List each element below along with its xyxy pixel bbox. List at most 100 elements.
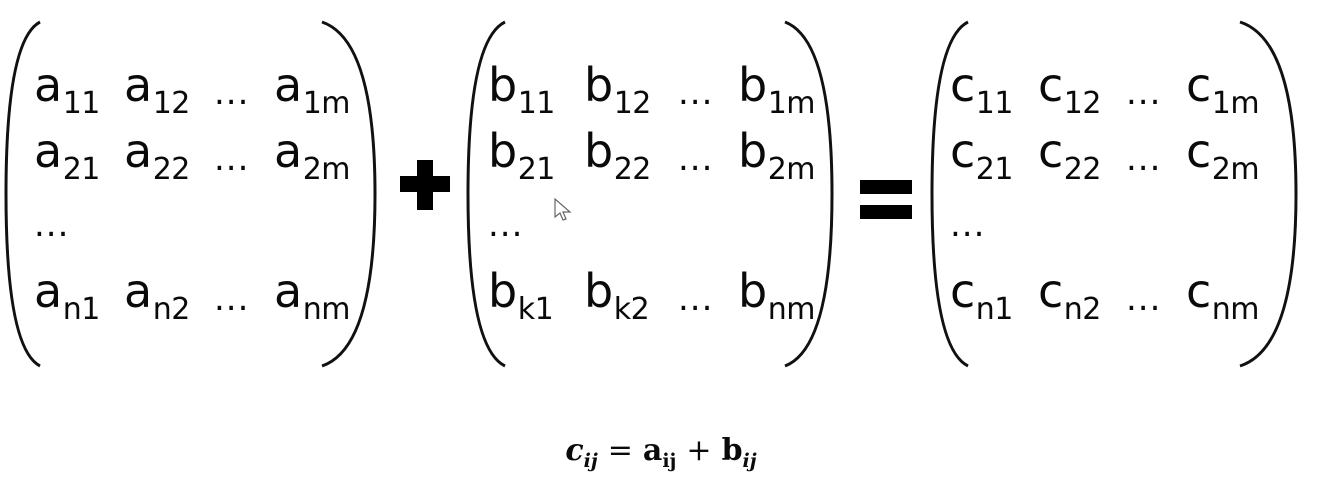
matrix-c-left-bracket — [930, 20, 969, 368]
matrix-a-ellipsis: ... — [214, 139, 250, 179]
matrix-b-ellipsis: ... — [488, 205, 524, 245]
cell-subscript: 21 — [62, 152, 101, 187]
cell-base: a — [274, 124, 302, 178]
matrix-b-left-bracket — [466, 20, 506, 368]
cell-base: c — [950, 264, 975, 318]
matrix-a-cell: an1 — [34, 268, 100, 325]
cell-subscript: nm — [1211, 292, 1260, 327]
formula-equals: = — [607, 433, 633, 468]
cell-subscript: 11 — [517, 86, 556, 121]
cell-base: c — [950, 124, 975, 178]
matrix-c-cell: c22 — [1038, 128, 1101, 185]
cell-subscript: k1 — [517, 292, 554, 327]
matrix-a-cell: a11 — [34, 62, 100, 119]
cell-subscript: 2m — [302, 152, 351, 187]
matrix-a-cell: a22 — [124, 128, 190, 185]
matrix-b-cell: b12 — [584, 62, 651, 119]
cell-base: a — [34, 58, 62, 112]
matrix-a-ellipsis: ... — [214, 279, 250, 319]
matrix-c-ellipsis: ... — [1126, 73, 1162, 113]
matrix-a-cell: anm — [274, 268, 350, 325]
element-wise-sum-formula: cij = aij + bij — [0, 433, 1322, 471]
matrix-c-cell: cn2 — [1038, 268, 1101, 325]
matrix-c-cell: cnm — [1186, 268, 1260, 325]
matrix-c-right-bracket — [1239, 20, 1298, 368]
cell-base: c — [1186, 58, 1211, 112]
cell-base: c — [1038, 264, 1063, 318]
matrix-b-cell: bk2 — [584, 268, 650, 325]
matrix-b-ellipsis: ... — [678, 139, 714, 179]
cell-subscript: 1m — [1211, 86, 1260, 121]
cell-subscript: 21 — [517, 152, 556, 187]
formula-b-base: b — [721, 433, 743, 468]
cell-base: a — [274, 58, 302, 112]
cell-subscript: 22 — [613, 152, 652, 187]
cell-subscript: 1m — [302, 86, 351, 121]
matrix-a-ellipsis: ... — [34, 205, 70, 245]
matrix-c-cell: c1m — [1186, 62, 1260, 119]
plus-sign-vertical — [417, 160, 433, 210]
cell-base: c — [1186, 124, 1211, 178]
cell-subscript: 22 — [1063, 152, 1102, 187]
cell-subscript: 2m — [767, 152, 816, 187]
matrix-c-cell: cn1 — [950, 268, 1013, 325]
cell-base: b — [488, 124, 517, 178]
matrix-c-cell: c12 — [1038, 62, 1101, 119]
cell-base: b — [738, 124, 767, 178]
cell-base: b — [738, 58, 767, 112]
matrix-b-cell: b21 — [488, 128, 555, 185]
matrix-c-cell: c2m — [1186, 128, 1260, 185]
cell-subscript: 12 — [1063, 86, 1102, 121]
cell-base: a — [124, 264, 152, 318]
matrix-b-cell: b1m — [738, 62, 816, 119]
cell-base: c — [1038, 124, 1063, 178]
matrix-c-cell: c11 — [950, 62, 1013, 119]
cell-subscript: 11 — [975, 86, 1014, 121]
matrix-b-ellipsis: ... — [678, 279, 714, 319]
formula-c-subscript: ij — [583, 450, 598, 472]
cell-subscript: 21 — [975, 152, 1014, 187]
equals-sign-bottom-bar — [860, 205, 912, 219]
matrix-a-cell: a1m — [274, 62, 351, 119]
mouse-cursor-icon — [554, 198, 572, 221]
cell-base: b — [488, 58, 517, 112]
cell-base: a — [124, 58, 152, 112]
matrix-b-cell: bk1 — [488, 268, 554, 325]
cell-base: a — [34, 264, 62, 318]
matrix-a-cell: a2m — [274, 128, 351, 185]
formula-plus: + — [686, 433, 712, 468]
cell-base: b — [488, 264, 517, 318]
matrix-a-cell: a21 — [34, 128, 100, 185]
cell-subscript: 22 — [152, 152, 191, 187]
matrix-a-right-bracket — [321, 20, 377, 368]
cell-base: b — [584, 124, 613, 178]
cell-base: c — [1186, 264, 1211, 318]
formula-a-base: a — [642, 433, 663, 468]
cell-subscript: 12 — [152, 86, 191, 121]
matrix-a-left-bracket — [4, 20, 41, 368]
matrix-b-cell: b2m — [738, 128, 816, 185]
cell-subscript: nm — [302, 292, 351, 327]
matrix-c-cell: c21 — [950, 128, 1013, 185]
cell-subscript: 11 — [62, 86, 101, 121]
formula-a-subscript: ij — [662, 450, 677, 472]
cell-subscript: n2 — [152, 292, 191, 327]
matrix-b-cell: b11 — [488, 62, 555, 119]
cell-subscript: n1 — [975, 292, 1014, 327]
cell-base: b — [584, 264, 613, 318]
cell-subscript: 12 — [613, 86, 652, 121]
cell-subscript: n1 — [62, 292, 101, 327]
cell-subscript: k2 — [613, 292, 650, 327]
cell-base: b — [584, 58, 613, 112]
equals-sign-top-bar — [860, 180, 912, 194]
cell-subscript: 1m — [767, 86, 816, 121]
matrix-c-ellipsis: ... — [1126, 279, 1162, 319]
formula-b-subscript: ij — [742, 450, 757, 472]
matrix-a-cell: a12 — [124, 62, 190, 119]
cell-subscript: n2 — [1063, 292, 1102, 327]
matrix-b-cell: bnm — [738, 268, 815, 325]
matrix-a-cell: an2 — [124, 268, 190, 325]
matrix-b-right-bracket — [784, 20, 834, 368]
matrix-a-ellipsis: ... — [214, 73, 250, 113]
